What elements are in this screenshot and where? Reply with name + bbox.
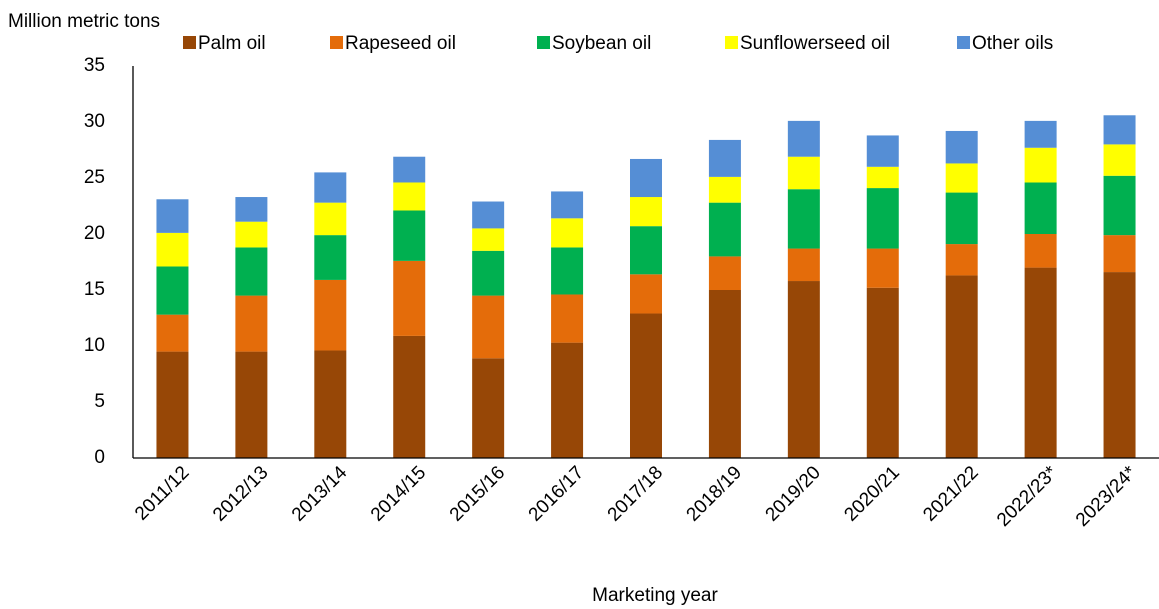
x-tick-label: 2019/20 (762, 462, 825, 525)
bar-segment (866, 248, 899, 288)
bar-segment (1024, 147, 1057, 183)
legend-label: Palm oil (198, 33, 266, 54)
bar-segment (708, 139, 741, 177)
bar-segment (1103, 272, 1136, 458)
bar-segment (314, 350, 347, 458)
bar-segment (945, 130, 978, 164)
bar-segment (866, 166, 899, 189)
legend-swatch (957, 36, 970, 49)
bar-segment (787, 156, 820, 190)
legend-swatch (537, 36, 550, 49)
bar-segment (551, 294, 584, 343)
bar-segment (787, 189, 820, 249)
bar-segment (630, 226, 662, 275)
y-tick-label: 0 (94, 447, 105, 468)
bar-segment (708, 176, 741, 203)
bar-segment (1024, 120, 1057, 148)
bar-segment (551, 342, 584, 458)
x-tick-label: 2023/24* (1072, 462, 1141, 531)
legend-label: Soybean oil (552, 33, 651, 54)
bar-segment (945, 275, 978, 458)
bar-segment (551, 247, 584, 295)
bar-segment (235, 221, 268, 248)
x-tick-label: 2022/23* (993, 462, 1062, 531)
bar-segment (156, 314, 189, 352)
bar-segment (551, 218, 584, 248)
bar-segment (630, 197, 662, 227)
bar-segment (708, 202, 741, 257)
bar-segment (156, 199, 189, 233)
bar-segment (235, 197, 268, 222)
bar-segment (708, 290, 741, 458)
bar-segment (630, 158, 662, 198)
bar-segment (472, 295, 505, 359)
x-tick-label: 2012/13 (209, 462, 272, 525)
bar-segment (1024, 182, 1057, 234)
x-axis-label: Marketing year (592, 585, 718, 606)
bar-segment (472, 358, 505, 458)
bar-segment (235, 247, 268, 296)
bar-segment (1103, 144, 1136, 176)
bar-segment (945, 192, 978, 245)
x-tick-label: 2013/14 (288, 462, 352, 526)
x-tick-label: 2014/15 (367, 462, 430, 525)
bar-segment (1103, 175, 1136, 236)
bar-segment (630, 313, 662, 458)
bar-segment (945, 163, 978, 193)
y-tick-label: 35 (84, 55, 105, 76)
legend-swatch (183, 36, 196, 49)
bar-segment (156, 266, 189, 315)
bar-segment (314, 279, 347, 351)
x-tick-label: 2011/12 (131, 462, 193, 524)
bar-segment (866, 135, 899, 167)
bar-segment (393, 210, 426, 261)
bar-segment (235, 295, 268, 352)
bar-segment (393, 182, 426, 211)
legend-label: Sunflowerseed oil (740, 33, 890, 54)
y-tick-label: 5 (94, 391, 105, 412)
bar-segment (551, 191, 584, 219)
bar-segment (156, 232, 189, 267)
legend-label: Rapeseed oil (345, 33, 456, 54)
y-axis-label: Million metric tons (8, 11, 160, 32)
bar-segment (866, 287, 899, 458)
bar-segment (787, 120, 820, 157)
bar-segment (1024, 234, 1057, 268)
y-tick-label: 30 (84, 111, 105, 132)
legend-label: Other oils (972, 33, 1053, 54)
x-tick-label: 2021/22 (919, 462, 982, 525)
bar-segment (393, 335, 426, 458)
y-tick-label: 25 (84, 167, 105, 188)
legend-swatch (330, 36, 343, 49)
bar-segment (393, 156, 426, 183)
bar-segment (708, 256, 741, 290)
x-tick-label: 2015/16 (446, 462, 509, 525)
x-tick-label: 2017/18 (604, 462, 667, 525)
bar-segment (945, 244, 978, 276)
bar-segment (1103, 115, 1136, 145)
bar-segment (472, 250, 505, 296)
bar-segment (1103, 235, 1136, 273)
x-tick-label: 2018/19 (683, 462, 746, 525)
y-tick-label: 15 (84, 279, 105, 300)
x-tick-label: 2016/17 (525, 462, 588, 525)
y-tick-label: 10 (84, 335, 105, 356)
bar-segment (235, 351, 268, 458)
bar-segment (787, 248, 820, 282)
bar-segment (787, 281, 820, 458)
bar-segment (1024, 267, 1057, 458)
bar-segment (156, 351, 189, 458)
bar-segment (866, 188, 899, 249)
y-tick-label: 20 (84, 223, 105, 244)
bar-segment (314, 235, 347, 280)
bar-segment (472, 201, 505, 229)
x-tick-label: 2020/21 (840, 462, 903, 525)
bar-segment (472, 228, 505, 251)
bar-segment (630, 274, 662, 314)
bar-segment (314, 172, 347, 203)
bar-segment (314, 202, 347, 236)
bar-segment (393, 260, 426, 336)
legend-swatch (725, 36, 738, 49)
